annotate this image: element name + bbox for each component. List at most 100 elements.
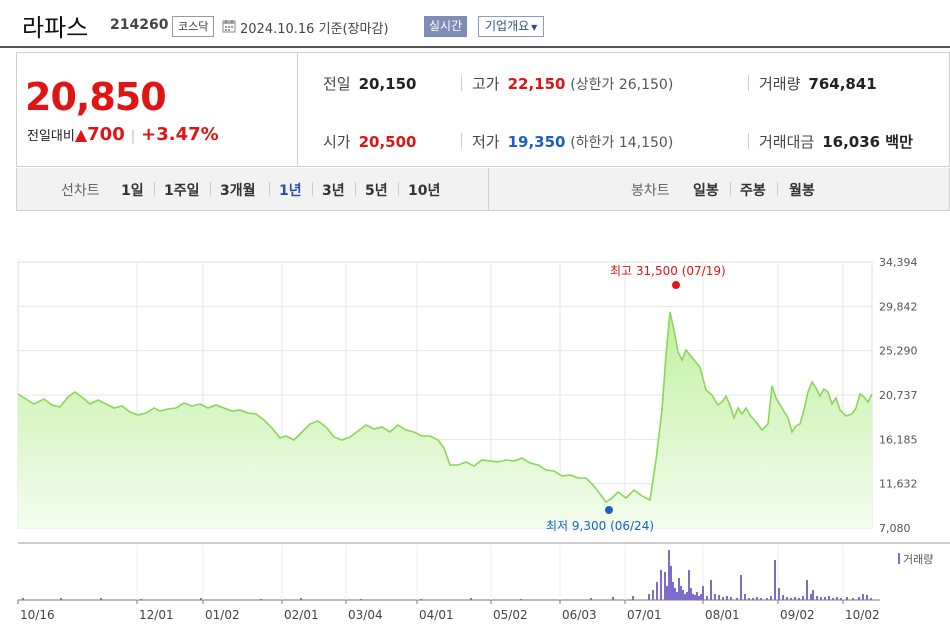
calendar-icon <box>222 20 236 33</box>
period-3y[interactable]: 3년 <box>322 183 345 199</box>
x-tick-label: 01/02 <box>205 608 240 622</box>
volume-bar <box>672 582 674 600</box>
volume-bar <box>680 586 682 600</box>
trade-amount: 거래대금 16,036 백만 <box>759 133 913 151</box>
volume-bar <box>766 598 768 600</box>
volume-bar <box>678 578 680 600</box>
volume-bar <box>360 599 362 600</box>
volume-bar <box>140 599 142 600</box>
volume-bar <box>660 570 662 600</box>
price-line <box>17 311 873 504</box>
period-1w[interactable]: 1주일 <box>164 183 200 199</box>
volume-bar <box>470 598 472 600</box>
candle-daily[interactable]: 일봉 <box>693 183 719 199</box>
prev-close: 전일 20,150 <box>323 75 417 93</box>
volume-legend-label: 거래량 <box>903 553 933 566</box>
company-overview-dropdown[interactable]: 기업개요 ▼ <box>478 16 545 37</box>
volume-bar <box>782 595 784 600</box>
volume-bar <box>870 598 872 600</box>
volume-bar <box>752 598 754 600</box>
volume-bar <box>790 598 792 600</box>
price-chart[interactable]: 34,394 29,842 25,290 20,737 16,185 11,632 7,08… <box>0 236 950 638</box>
x-tick-label: 10/16 <box>20 608 55 622</box>
volume-bar <box>686 592 688 600</box>
period-3m[interactable]: 3개월 <box>220 183 256 199</box>
volume-bar <box>692 594 694 600</box>
day-high: 고가 22,150 (상한가 26,150) <box>472 75 674 93</box>
volume-bar <box>798 598 800 600</box>
realtime-button[interactable]: 실시간 <box>424 16 468 37</box>
x-tick-label: 03/04 <box>348 608 383 622</box>
volume-legend-swatch <box>898 553 900 564</box>
period-5y[interactable]: 5년 <box>365 183 388 199</box>
current-price-panel: 20,850 전일대비▲700 | +3.47% <box>17 53 298 166</box>
volume-bar <box>696 592 698 600</box>
volume-bar <box>60 598 62 600</box>
volume-bar <box>736 598 738 600</box>
volume-bar <box>828 596 830 600</box>
volume-bar <box>690 588 692 600</box>
volume-bar <box>590 598 592 600</box>
volume-bar <box>744 594 746 600</box>
change-percent: +3.47% <box>141 124 219 145</box>
change-value: 700 <box>87 124 125 145</box>
candle-weekly[interactable]: 주봉 <box>740 183 766 199</box>
volume-bar <box>706 596 708 600</box>
low-annotation: 최저 9,300 (06/24) <box>546 519 654 533</box>
period-10y[interactable]: 10년 <box>408 183 441 199</box>
market-badge: 코스닥 <box>172 16 215 37</box>
volume-bar <box>812 590 814 600</box>
y-tick-label: 25,290 <box>879 345 918 358</box>
volume-bar <box>778 588 780 600</box>
high-marker <box>672 281 680 289</box>
chart-period-bar: 선차트 1일 1주일 3개월 1년 3년 5년 10년 봉차트 일봉 주봉 월봉 <box>16 168 950 211</box>
volume-bar <box>832 598 834 600</box>
y-tick-label: 20,737 <box>879 389 918 402</box>
up-triangle-icon: ▲ <box>74 125 88 144</box>
stock-header: 라파스 214260 코스닥 2024.10.16 기준(장마감) 실시간 기업… <box>0 0 950 46</box>
header-divider <box>0 46 950 48</box>
x-tick-label: 06/03 <box>562 608 597 622</box>
volume-bar <box>612 597 614 600</box>
x-tick-label: 02/01 <box>284 608 319 622</box>
volume-bar <box>836 597 838 600</box>
current-price: 20,850 <box>25 75 167 119</box>
price-change: 전일대비▲700 | +3.47% <box>27 124 219 145</box>
y-tick-label: 29,842 <box>879 300 918 313</box>
volume-bar <box>786 597 788 600</box>
volume-bar <box>694 595 696 600</box>
stock-code: 214260 <box>110 17 169 33</box>
volume-bar <box>100 598 102 600</box>
x-tick-label: 12/01 <box>139 608 174 622</box>
volume-bar <box>858 597 860 600</box>
volume-bar <box>632 596 634 600</box>
day-low: 저가 19,350 (하한가 14,150) <box>472 133 674 151</box>
volume-bar <box>22 598 24 600</box>
volume: 거래량 764,841 <box>759 75 877 93</box>
x-tick-label: 09/02 <box>780 608 815 622</box>
y-tick-label: 34,394 <box>879 256 918 269</box>
candle-monthly[interactable]: 월봉 <box>789 183 815 199</box>
volume-bar <box>748 598 750 600</box>
volume-bar <box>664 572 666 600</box>
volume-bar <box>684 594 686 600</box>
volume-bar <box>756 597 758 600</box>
volume-bar <box>770 596 772 600</box>
volume-bar <box>840 598 842 600</box>
volume-bar <box>300 598 302 600</box>
period-1d[interactable]: 1일 <box>121 183 144 199</box>
line-chart-label: 선차트 <box>61 183 100 199</box>
volume-bar <box>648 594 650 600</box>
volume-bar <box>688 570 690 600</box>
low-marker <box>605 506 613 514</box>
volume-bar <box>714 594 716 600</box>
volume-bar <box>668 550 670 600</box>
volume-bar <box>260 599 262 600</box>
period-1y[interactable]: 1년 <box>279 183 302 199</box>
volume-bar <box>698 596 700 600</box>
volume-bar <box>676 592 678 600</box>
volume-bar <box>682 590 684 600</box>
volume-bar <box>200 598 202 600</box>
candle-chart-label: 봉차트 <box>631 183 670 199</box>
price-area <box>18 312 872 528</box>
